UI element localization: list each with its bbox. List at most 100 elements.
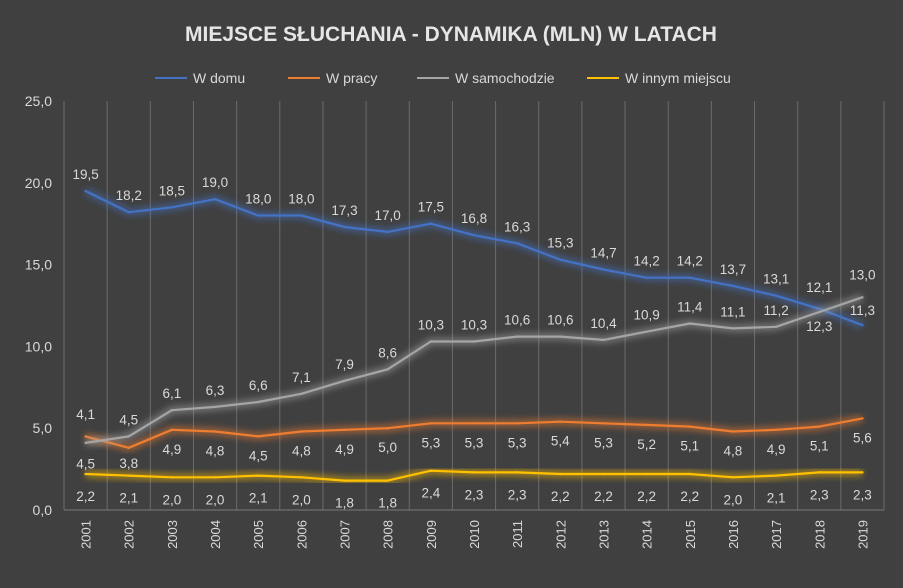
data-label: 7,9 xyxy=(335,357,354,372)
data-point xyxy=(300,430,303,433)
data-label: 19,0 xyxy=(202,175,228,190)
data-label: 18,2 xyxy=(116,188,142,203)
x-tick-label: 2005 xyxy=(251,520,266,549)
data-label: 11,3 xyxy=(850,303,875,318)
data-point xyxy=(386,368,389,371)
x-tick-label: 2001 xyxy=(79,520,94,549)
data-point xyxy=(343,379,346,382)
data-label: 5,4 xyxy=(551,434,570,449)
data-label: 11,1 xyxy=(720,304,745,319)
data-point xyxy=(818,310,821,314)
data-point xyxy=(300,214,303,217)
data-label: 17,3 xyxy=(331,203,357,218)
data-point xyxy=(818,425,821,428)
data-label: 2,3 xyxy=(810,487,829,502)
y-axis: 0,0 5,0 10,0 15,0 20,0 25,0 xyxy=(25,93,52,518)
data-label: 16,3 xyxy=(504,219,530,234)
data-label: 2,0 xyxy=(163,492,182,507)
data-point xyxy=(257,474,260,477)
data-point xyxy=(861,323,864,327)
data-point xyxy=(559,472,562,476)
data-point xyxy=(386,427,389,430)
x-tick-label: 2016 xyxy=(726,520,741,549)
x-tick-label: 2017 xyxy=(769,520,784,549)
data-point xyxy=(515,422,519,425)
data-point xyxy=(559,335,562,338)
data-point xyxy=(84,472,87,476)
data-point xyxy=(472,471,476,474)
y-tick-label: 15,0 xyxy=(25,257,52,273)
data-point xyxy=(774,294,778,297)
data-label: 2,1 xyxy=(119,491,138,506)
data-point xyxy=(774,428,778,432)
data-label: 17,0 xyxy=(375,208,401,223)
data-point xyxy=(645,276,648,279)
data-label: 5,3 xyxy=(594,435,613,450)
data-label: 2,0 xyxy=(292,492,311,507)
data-point xyxy=(731,430,735,433)
data-label: 18,0 xyxy=(245,192,271,207)
data-label: 4,8 xyxy=(724,443,743,458)
x-tick-label: 2002 xyxy=(122,520,137,549)
data-point xyxy=(645,423,648,427)
data-label: 2,2 xyxy=(637,489,656,504)
data-point xyxy=(515,242,519,245)
data-point xyxy=(386,230,389,234)
legend-entry: W pracy xyxy=(326,70,377,86)
data-label: 14,2 xyxy=(633,254,659,269)
data-point xyxy=(774,474,778,477)
data-point xyxy=(472,340,476,343)
data-label: 2,0 xyxy=(724,492,743,507)
x-tick-label: 2018 xyxy=(812,520,827,549)
data-point xyxy=(515,335,519,338)
data-point xyxy=(213,476,217,479)
data-point xyxy=(127,446,130,450)
data-point xyxy=(429,422,433,425)
data-label: 16,8 xyxy=(461,211,487,226)
data-label: 15,3 xyxy=(547,236,573,251)
x-tick-label: 2014 xyxy=(640,520,655,549)
data-point xyxy=(645,472,648,476)
data-point xyxy=(429,222,433,225)
x-tick-label: 2015 xyxy=(683,520,698,549)
data-point xyxy=(731,284,735,288)
x-tick-label: 2010 xyxy=(467,520,482,549)
chart-title: MIEJSCE SŁUCHANIA - DYNAMIKA (MLN) W LAT… xyxy=(185,23,717,46)
data-label: 17,5 xyxy=(418,200,444,215)
data-label: 19,5 xyxy=(72,167,98,182)
data-point xyxy=(213,405,217,409)
data-label: 2,4 xyxy=(421,486,440,501)
data-point xyxy=(688,425,691,428)
data-label: 8,6 xyxy=(378,345,397,360)
data-label: 6,1 xyxy=(163,386,182,401)
x-tick-label: 2009 xyxy=(424,520,439,549)
data-label: 1,8 xyxy=(378,496,397,511)
data-label: 4,9 xyxy=(163,442,182,457)
data-label: 10,3 xyxy=(461,317,487,332)
data-label: 18,5 xyxy=(159,183,185,198)
data-label: 12,3 xyxy=(806,319,832,334)
x-tick-label: 2019 xyxy=(855,520,870,549)
data-point xyxy=(257,400,260,404)
x-tick-label: 2012 xyxy=(553,520,568,549)
data-point xyxy=(559,420,562,423)
data-label: 3,8 xyxy=(119,456,138,471)
data-label: 4,1 xyxy=(76,407,95,422)
data-label: 5,3 xyxy=(508,435,527,450)
legend-entry: W domu xyxy=(193,70,245,86)
data-point xyxy=(343,479,346,482)
data-label: 4,9 xyxy=(767,442,786,457)
data-label: 10,9 xyxy=(633,308,659,323)
data-point xyxy=(515,471,519,474)
data-label: 10,3 xyxy=(418,317,444,332)
data-label: 13,7 xyxy=(720,262,746,277)
data-label: 7,1 xyxy=(292,370,311,385)
legend-entry: W samochodzie xyxy=(455,70,555,86)
data-label: 10,6 xyxy=(547,313,573,328)
data-label: 10,6 xyxy=(504,313,530,328)
data-point xyxy=(688,276,691,279)
data-label: 14,2 xyxy=(677,254,703,269)
data-point xyxy=(602,422,605,425)
data-label: 4,8 xyxy=(206,443,225,458)
data-point xyxy=(645,330,648,333)
